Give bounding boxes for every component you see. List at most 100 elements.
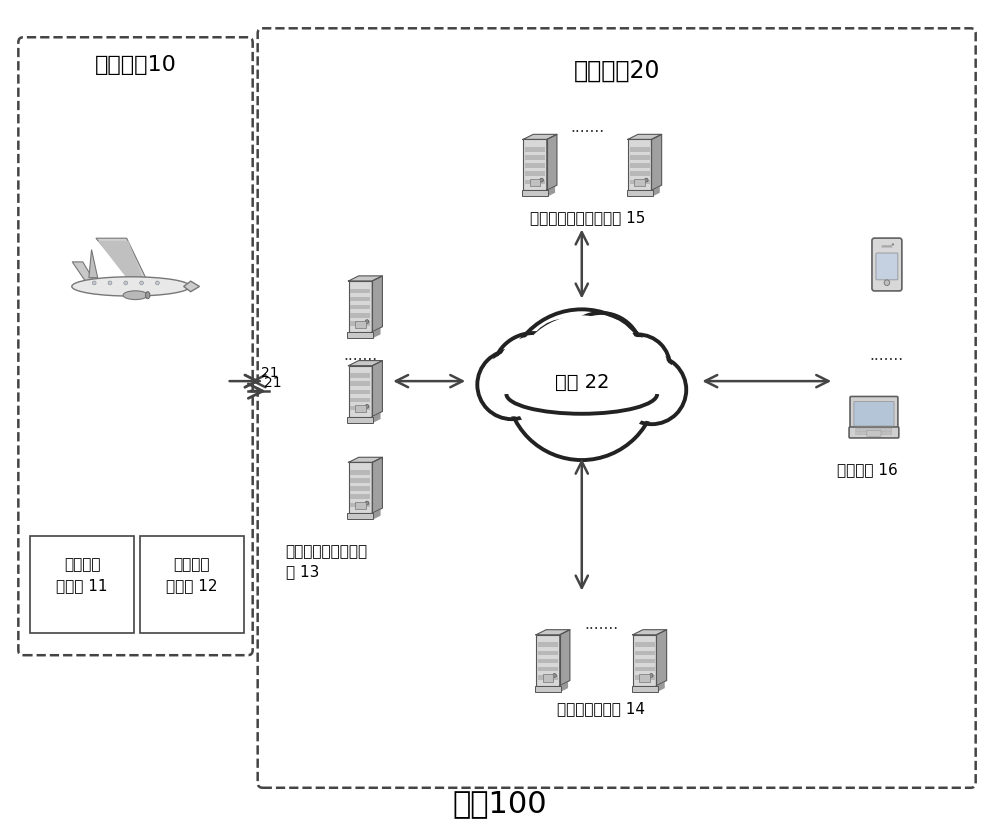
Circle shape [531, 324, 600, 394]
FancyBboxPatch shape [627, 191, 653, 197]
FancyBboxPatch shape [876, 253, 898, 281]
FancyBboxPatch shape [872, 239, 902, 292]
Polygon shape [656, 630, 667, 686]
Text: 机上系统10: 机上系统10 [95, 55, 176, 75]
Circle shape [155, 282, 159, 286]
FancyBboxPatch shape [525, 172, 545, 176]
Polygon shape [372, 277, 382, 333]
FancyBboxPatch shape [868, 432, 873, 435]
FancyBboxPatch shape [347, 333, 373, 339]
FancyBboxPatch shape [630, 172, 650, 176]
Polygon shape [523, 135, 557, 140]
FancyBboxPatch shape [630, 148, 650, 152]
Text: .......: ....... [870, 347, 904, 362]
FancyBboxPatch shape [849, 427, 899, 438]
FancyBboxPatch shape [349, 366, 372, 417]
Circle shape [560, 314, 642, 395]
FancyBboxPatch shape [523, 140, 547, 191]
Text: 21: 21 [261, 365, 278, 380]
Circle shape [108, 282, 112, 286]
Text: 21: 21 [264, 375, 281, 390]
Circle shape [605, 335, 670, 400]
Circle shape [92, 282, 96, 286]
FancyBboxPatch shape [355, 321, 366, 329]
FancyBboxPatch shape [862, 432, 867, 435]
FancyBboxPatch shape [868, 429, 873, 431]
Text: .......: ....... [570, 120, 604, 135]
Polygon shape [184, 282, 199, 293]
FancyBboxPatch shape [633, 635, 656, 686]
FancyBboxPatch shape [530, 180, 540, 187]
Circle shape [365, 405, 369, 409]
FancyBboxPatch shape [887, 429, 892, 431]
FancyBboxPatch shape [350, 471, 370, 475]
Polygon shape [72, 263, 96, 284]
Polygon shape [633, 630, 667, 635]
Text: 访问终端 16: 访问终端 16 [837, 461, 897, 477]
FancyBboxPatch shape [30, 536, 134, 634]
Polygon shape [373, 510, 381, 520]
Ellipse shape [123, 292, 148, 300]
Circle shape [365, 502, 369, 505]
Circle shape [477, 351, 546, 420]
Circle shape [564, 317, 639, 392]
FancyBboxPatch shape [350, 406, 370, 411]
Circle shape [140, 282, 143, 286]
FancyBboxPatch shape [874, 432, 879, 435]
FancyBboxPatch shape [874, 429, 879, 431]
FancyBboxPatch shape [350, 314, 370, 319]
FancyBboxPatch shape [258, 29, 976, 788]
Polygon shape [349, 277, 382, 282]
FancyBboxPatch shape [525, 148, 545, 152]
Polygon shape [372, 458, 382, 513]
Text: 数据传送
子系统 12: 数据传送 子系统 12 [166, 557, 218, 593]
Circle shape [496, 337, 571, 412]
FancyBboxPatch shape [635, 675, 655, 680]
FancyBboxPatch shape [349, 282, 372, 333]
FancyBboxPatch shape [862, 429, 867, 431]
Text: 数据调用与显示子系统 15: 数据调用与显示子系统 15 [530, 210, 645, 224]
FancyBboxPatch shape [349, 463, 372, 513]
FancyBboxPatch shape [538, 650, 558, 655]
Polygon shape [96, 239, 149, 284]
Circle shape [553, 674, 556, 677]
FancyBboxPatch shape [628, 140, 651, 191]
Polygon shape [373, 414, 381, 423]
Polygon shape [560, 630, 570, 686]
FancyBboxPatch shape [880, 432, 886, 435]
FancyBboxPatch shape [867, 431, 881, 437]
FancyBboxPatch shape [854, 402, 894, 426]
Circle shape [480, 354, 543, 417]
Circle shape [892, 244, 894, 247]
FancyBboxPatch shape [538, 659, 558, 664]
Polygon shape [561, 682, 568, 692]
Text: .......: ....... [584, 616, 618, 631]
Text: 网络 22: 网络 22 [555, 372, 609, 391]
FancyBboxPatch shape [350, 478, 370, 483]
Polygon shape [548, 187, 555, 197]
Circle shape [608, 338, 668, 397]
Polygon shape [653, 187, 660, 197]
Circle shape [644, 179, 648, 183]
Circle shape [620, 359, 683, 422]
FancyBboxPatch shape [856, 429, 861, 431]
Polygon shape [89, 250, 98, 278]
FancyBboxPatch shape [350, 298, 370, 302]
FancyBboxPatch shape [347, 417, 373, 423]
Ellipse shape [501, 349, 663, 428]
FancyBboxPatch shape [632, 686, 658, 692]
FancyBboxPatch shape [18, 38, 253, 655]
Circle shape [528, 321, 603, 396]
FancyBboxPatch shape [350, 382, 370, 386]
Circle shape [506, 310, 657, 461]
Text: 数据存储子系统 14: 数据存储子系统 14 [557, 701, 645, 716]
FancyBboxPatch shape [350, 495, 370, 499]
FancyBboxPatch shape [635, 659, 655, 664]
Polygon shape [547, 135, 557, 191]
FancyBboxPatch shape [634, 180, 645, 187]
Ellipse shape [506, 375, 657, 415]
FancyBboxPatch shape [538, 675, 558, 680]
FancyBboxPatch shape [856, 432, 861, 435]
FancyBboxPatch shape [350, 487, 370, 492]
FancyBboxPatch shape [635, 667, 655, 671]
